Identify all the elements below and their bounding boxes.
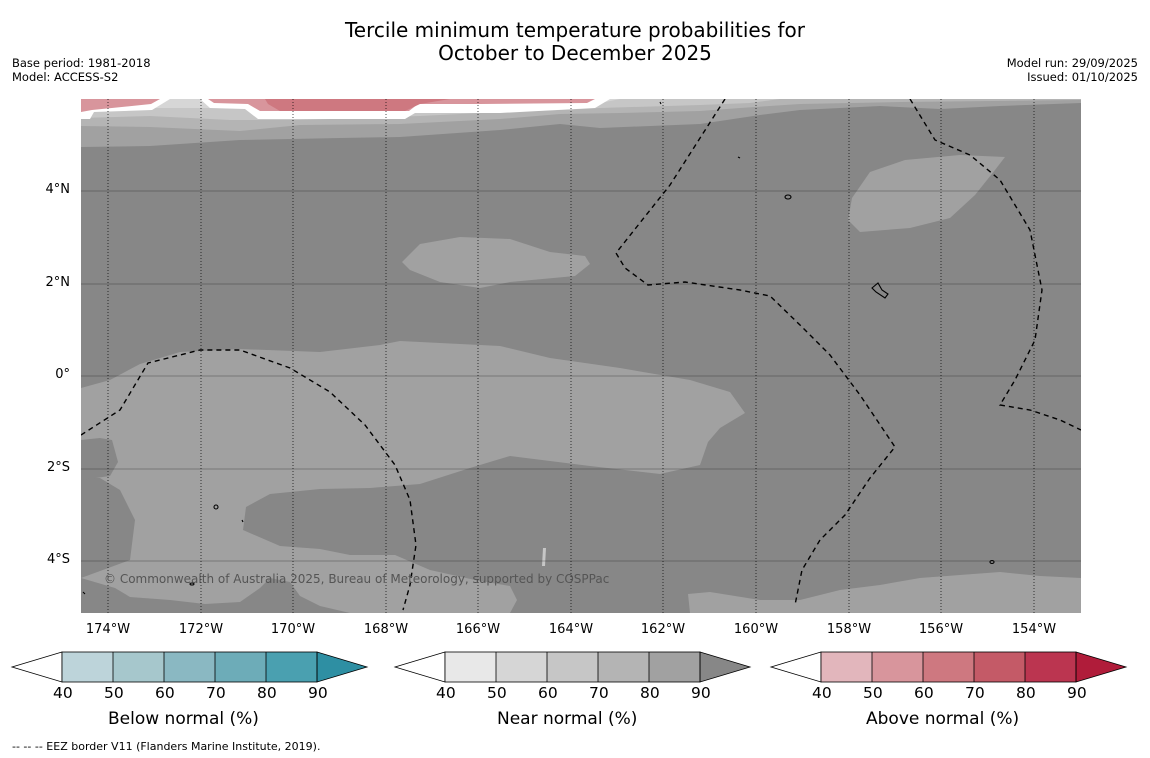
cbar-below-tick: 50	[104, 684, 124, 702]
model-run: Model run: 29/09/2025	[1006, 56, 1138, 70]
cbar-near-tick: 40	[436, 684, 456, 702]
cbar-near-tick: 80	[640, 684, 660, 702]
cbar-near-tick: 60	[538, 684, 558, 702]
above-normal-50-region	[81, 99, 160, 112]
lat-label: 4°N	[45, 182, 71, 197]
meta-left: Base period: 1981-2018 Model: ACCESS-S2	[12, 56, 151, 84]
cbar-above-tick: 80	[1016, 684, 1036, 702]
near-normal-80-patch-east	[848, 155, 1005, 232]
title-line-2: October to December 2025	[438, 41, 712, 65]
islands	[82, 101, 995, 595]
cbar-below-tick: 40	[53, 684, 73, 702]
lat-label: 0°	[55, 367, 70, 382]
cbar-above-label: Above normal (%)	[866, 709, 1020, 729]
lat-label: 2°S	[46, 460, 70, 475]
cbar-below-tick: 60	[155, 684, 175, 702]
cbar-below-label: Below normal (%)	[108, 709, 259, 729]
lon-label: 170°W	[270, 622, 316, 637]
lon-label: 158°W	[826, 622, 872, 637]
eez-footnote: -- -- -- EEZ border V11 (Flanders Marine…	[12, 740, 321, 753]
lon-label: 168°W	[363, 622, 409, 637]
cbar-above-tick: 70	[965, 684, 985, 702]
lon-label: 154°W	[1011, 622, 1057, 637]
copyright-notice: © Commonwealth of Australia 2025, Bureau…	[104, 572, 610, 586]
lon-label: 160°W	[733, 622, 779, 637]
cbar-near-tick: 70	[589, 684, 609, 702]
meta-right: Model run: 29/09/2025 Issued: 01/10/2025	[1007, 56, 1138, 84]
eez-borders	[81, 99, 1081, 611]
small-near-normal-patch	[542, 548, 546, 566]
cbar-above-tick: 40	[812, 684, 832, 702]
cbar-above-tick: 90	[1067, 684, 1087, 702]
cbar-above-tick: 50	[863, 684, 883, 702]
map-title: Tercile minimum temperature probabilitie…	[0, 19, 1150, 65]
cbar-below-tick: 80	[257, 684, 277, 702]
lat-label: 4°S	[46, 552, 70, 567]
lon-label: 166°W	[455, 622, 501, 637]
lat-label: 2°N	[45, 275, 71, 290]
cbar-below-tick: 90	[308, 684, 328, 702]
lon-label: 172°W	[178, 622, 224, 637]
near-normal-80-band-equator	[81, 341, 745, 613]
colorbar-below-normal	[10, 651, 369, 683]
colorbar-above-normal	[769, 651, 1128, 683]
above-normal-60-region	[265, 99, 450, 111]
near-normal-80-patch-north	[402, 237, 590, 288]
lon-label: 156°W	[918, 622, 964, 637]
lon-label: 174°W	[85, 622, 131, 637]
near-normal-80-band-bottom	[688, 572, 1081, 613]
near-normal-90-patch-middle	[81, 438, 118, 480]
map-area	[81, 99, 1081, 613]
gridlines	[81, 99, 1081, 613]
near-normal-90-patch-southwest	[81, 578, 350, 613]
model-name: Model: ACCESS-S2	[12, 70, 119, 84]
colorbar-near-normal	[393, 651, 752, 683]
cbar-near-tick: 50	[487, 684, 507, 702]
cbar-near-label: Near normal (%)	[497, 709, 638, 729]
issued-date: Issued: 01/10/2025	[1027, 70, 1138, 84]
cbar-below-tick: 70	[206, 684, 226, 702]
cbar-above-tick: 60	[914, 684, 934, 702]
cbar-near-tick: 90	[691, 684, 711, 702]
base-period: Base period: 1981-2018	[12, 56, 151, 70]
lon-label: 162°W	[640, 622, 686, 637]
lon-label: 164°W	[548, 622, 594, 637]
title-line-1: Tercile minimum temperature probabilitie…	[344, 18, 806, 42]
